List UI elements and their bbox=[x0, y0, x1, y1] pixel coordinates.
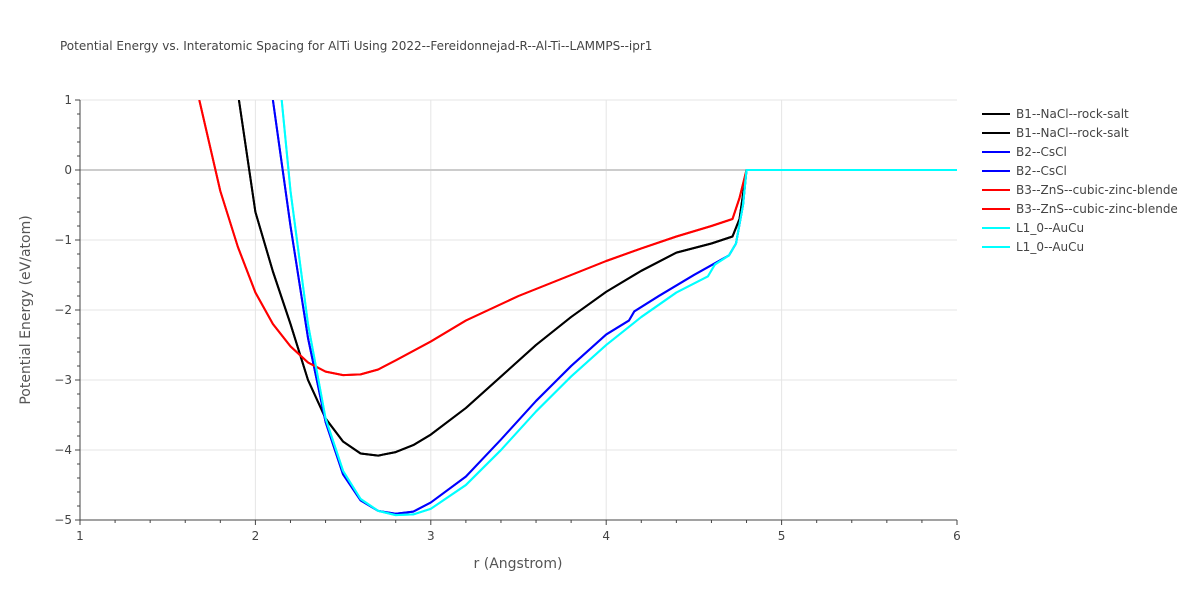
series-line-5 bbox=[198, 100, 957, 377]
legend-label: B3--ZnS--cubic-zinc-blende bbox=[1016, 202, 1178, 216]
y-tick-label: 1 bbox=[64, 93, 72, 107]
legend-label: L1_0--AuCu bbox=[1016, 240, 1084, 254]
legend-item[interactable]: L1_0--AuCu bbox=[982, 221, 1084, 235]
legend-item[interactable]: B3--ZnS--cubic-zinc-blende bbox=[982, 183, 1178, 197]
x-tick-label: 2 bbox=[252, 529, 260, 543]
legend-label: B1--NaCl--rock-salt bbox=[1016, 107, 1129, 121]
x-tick-label: 6 bbox=[953, 529, 961, 543]
legend-item[interactable]: B3--ZnS--cubic-zinc-blende bbox=[982, 202, 1178, 216]
y-tick-label: −1 bbox=[54, 233, 72, 247]
series-line-3 bbox=[271, 100, 957, 515]
legend-item[interactable]: B1--NaCl--rock-salt bbox=[982, 107, 1129, 121]
series-lines bbox=[198, 100, 957, 517]
chart-title: Potential Energy vs. Interatomic Spacing… bbox=[60, 39, 652, 53]
legend-item[interactable]: B2--CsCl bbox=[982, 145, 1067, 159]
x-tick-label: 4 bbox=[602, 529, 610, 543]
series-line-2 bbox=[271, 100, 957, 515]
x-tick-label: 1 bbox=[76, 529, 84, 543]
legend-label: B3--ZnS--cubic-zinc-blende bbox=[1016, 183, 1178, 197]
legend-label: B2--CsCl bbox=[1016, 164, 1067, 178]
legend-item[interactable]: B1--NaCl--rock-salt bbox=[982, 126, 1129, 140]
series-line-1 bbox=[237, 100, 957, 457]
y-tick-label: 0 bbox=[64, 163, 72, 177]
y-tick-label: −2 bbox=[54, 303, 72, 317]
tick-labels: 1 2 3 4 5 6 1 0 −1 −2 −3 −4 −5 bbox=[54, 93, 961, 543]
y-tick-label: −5 bbox=[54, 513, 72, 527]
axes bbox=[75, 99, 958, 525]
legend[interactable]: B1--NaCl--rock-salt B1--NaCl--rock-salt B2… bbox=[982, 107, 1178, 254]
x-tick-label: 5 bbox=[778, 529, 786, 543]
series-line-6 bbox=[280, 100, 957, 517]
legend-label: B1--NaCl--rock-salt bbox=[1016, 126, 1129, 140]
y-axis-title: Potential Energy (eV/atom) bbox=[18, 215, 34, 404]
legend-label: L1_0--AuCu bbox=[1016, 221, 1084, 235]
grid-lines bbox=[80, 99, 957, 520]
series-line-4 bbox=[198, 100, 957, 377]
x-axis-title: r (Angstrom) bbox=[474, 556, 563, 572]
legend-item[interactable]: B2--CsCl bbox=[982, 164, 1067, 178]
series-line-7 bbox=[280, 100, 957, 517]
legend-label: B2--CsCl bbox=[1016, 145, 1067, 159]
series-line-0 bbox=[237, 100, 957, 457]
y-tick-label: −3 bbox=[54, 373, 72, 387]
y-tick-label: −4 bbox=[54, 443, 72, 457]
legend-item[interactable]: L1_0--AuCu bbox=[982, 240, 1084, 254]
x-tick-label: 3 bbox=[427, 529, 435, 543]
